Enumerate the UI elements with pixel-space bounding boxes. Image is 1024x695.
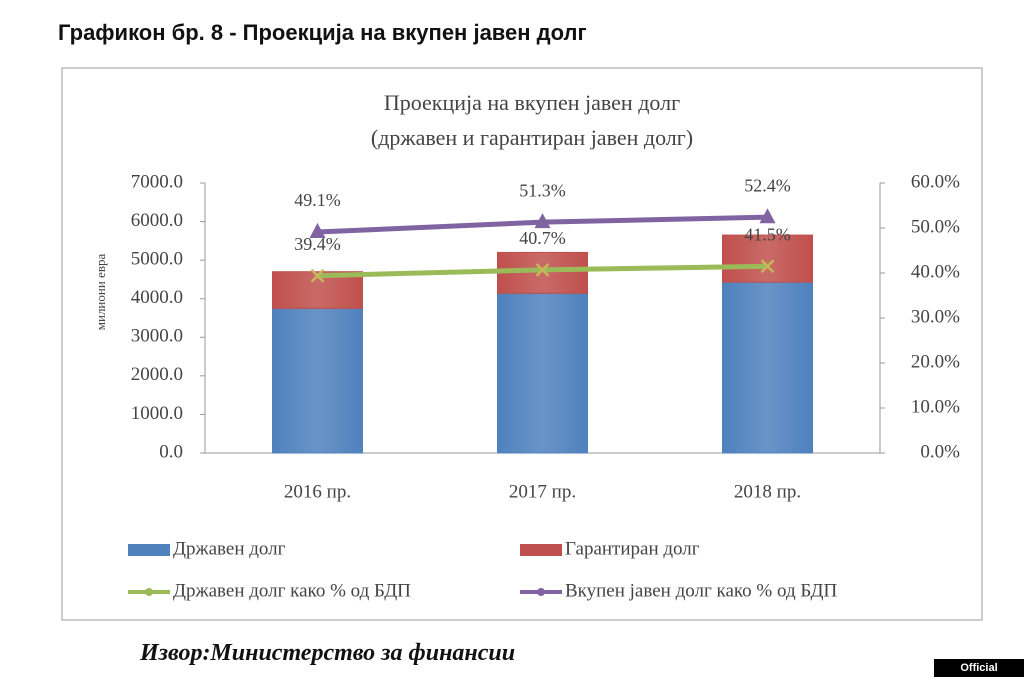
marker: [310, 268, 325, 283]
y2-tick-label: 40.0%: [911, 261, 960, 282]
data-label: 51.3%: [519, 180, 566, 200]
marker: [759, 208, 776, 224]
marker: [535, 262, 550, 277]
y-tick-label: 2000.0: [131, 364, 183, 385]
y-tick-label: 1000.0: [131, 403, 183, 424]
y-tick-label: 0.0: [159, 441, 183, 462]
legend-swatch: [128, 544, 170, 556]
legend-label: Гарантиран долг: [565, 538, 700, 559]
y-tick-label: 6000.0: [131, 210, 183, 231]
bar: [272, 271, 363, 309]
legend-label: Вкупен јавен долг како % од БДП: [565, 580, 838, 601]
bar: [722, 281, 813, 454]
page: {"heading": "Графикон бр. 8 - Проекција …: [58, 20, 1024, 692]
y2-tick-label: 60.0%: [911, 171, 960, 192]
legend-swatch: [520, 544, 562, 556]
x-tick-label: 2018 пр.: [734, 481, 801, 502]
y2-tick-label: 10.0%: [911, 396, 960, 417]
y-tick-label: 3000.0: [131, 326, 183, 347]
legend-marker: [537, 588, 545, 596]
data-label: 49.1%: [294, 190, 341, 210]
bar: [497, 292, 588, 454]
y-axis-title: милиони евра: [93, 254, 108, 331]
y2-tick-label: 50.0%: [911, 216, 960, 237]
y2-tick-label: 30.0%: [911, 306, 960, 327]
marker: [534, 213, 551, 229]
badge: Official publication: [934, 659, 1024, 692]
chart: Проекција на вкупен јавен долг (државен …: [61, 67, 983, 621]
data-label: 41.5%: [744, 224, 791, 244]
y2-tick-label: 0.0%: [920, 441, 960, 462]
chart-subtitle: (државен и гарантиран јавен долг): [371, 125, 693, 150]
y-tick-label: 5000.0: [131, 249, 183, 270]
bar: [272, 307, 363, 454]
legend-marker: [145, 588, 153, 596]
marker: [309, 223, 326, 239]
source: Извор:Министерство за финансии: [140, 640, 516, 666]
x-tick-label: 2016 пр.: [284, 481, 351, 502]
heading: Графикон бр. 8 - Проекција на вкупен јав…: [58, 20, 587, 45]
data-label: 39.4%: [294, 234, 341, 254]
x-tick-label: 2017 пр.: [509, 481, 576, 502]
y-tick-label: 7000.0: [131, 171, 183, 192]
chart-title: Проекција на вкупен јавен долг: [384, 90, 680, 115]
legend-label: Државен долг како % од БДП: [173, 580, 411, 601]
data-label: 52.4%: [744, 175, 791, 195]
legend-label: Државен долг: [173, 538, 286, 559]
data-label: 40.7%: [519, 228, 566, 248]
y2-tick-label: 20.0%: [911, 351, 960, 372]
y-tick-label: 4000.0: [131, 287, 183, 308]
marker: [760, 259, 775, 274]
bar: [722, 234, 813, 283]
